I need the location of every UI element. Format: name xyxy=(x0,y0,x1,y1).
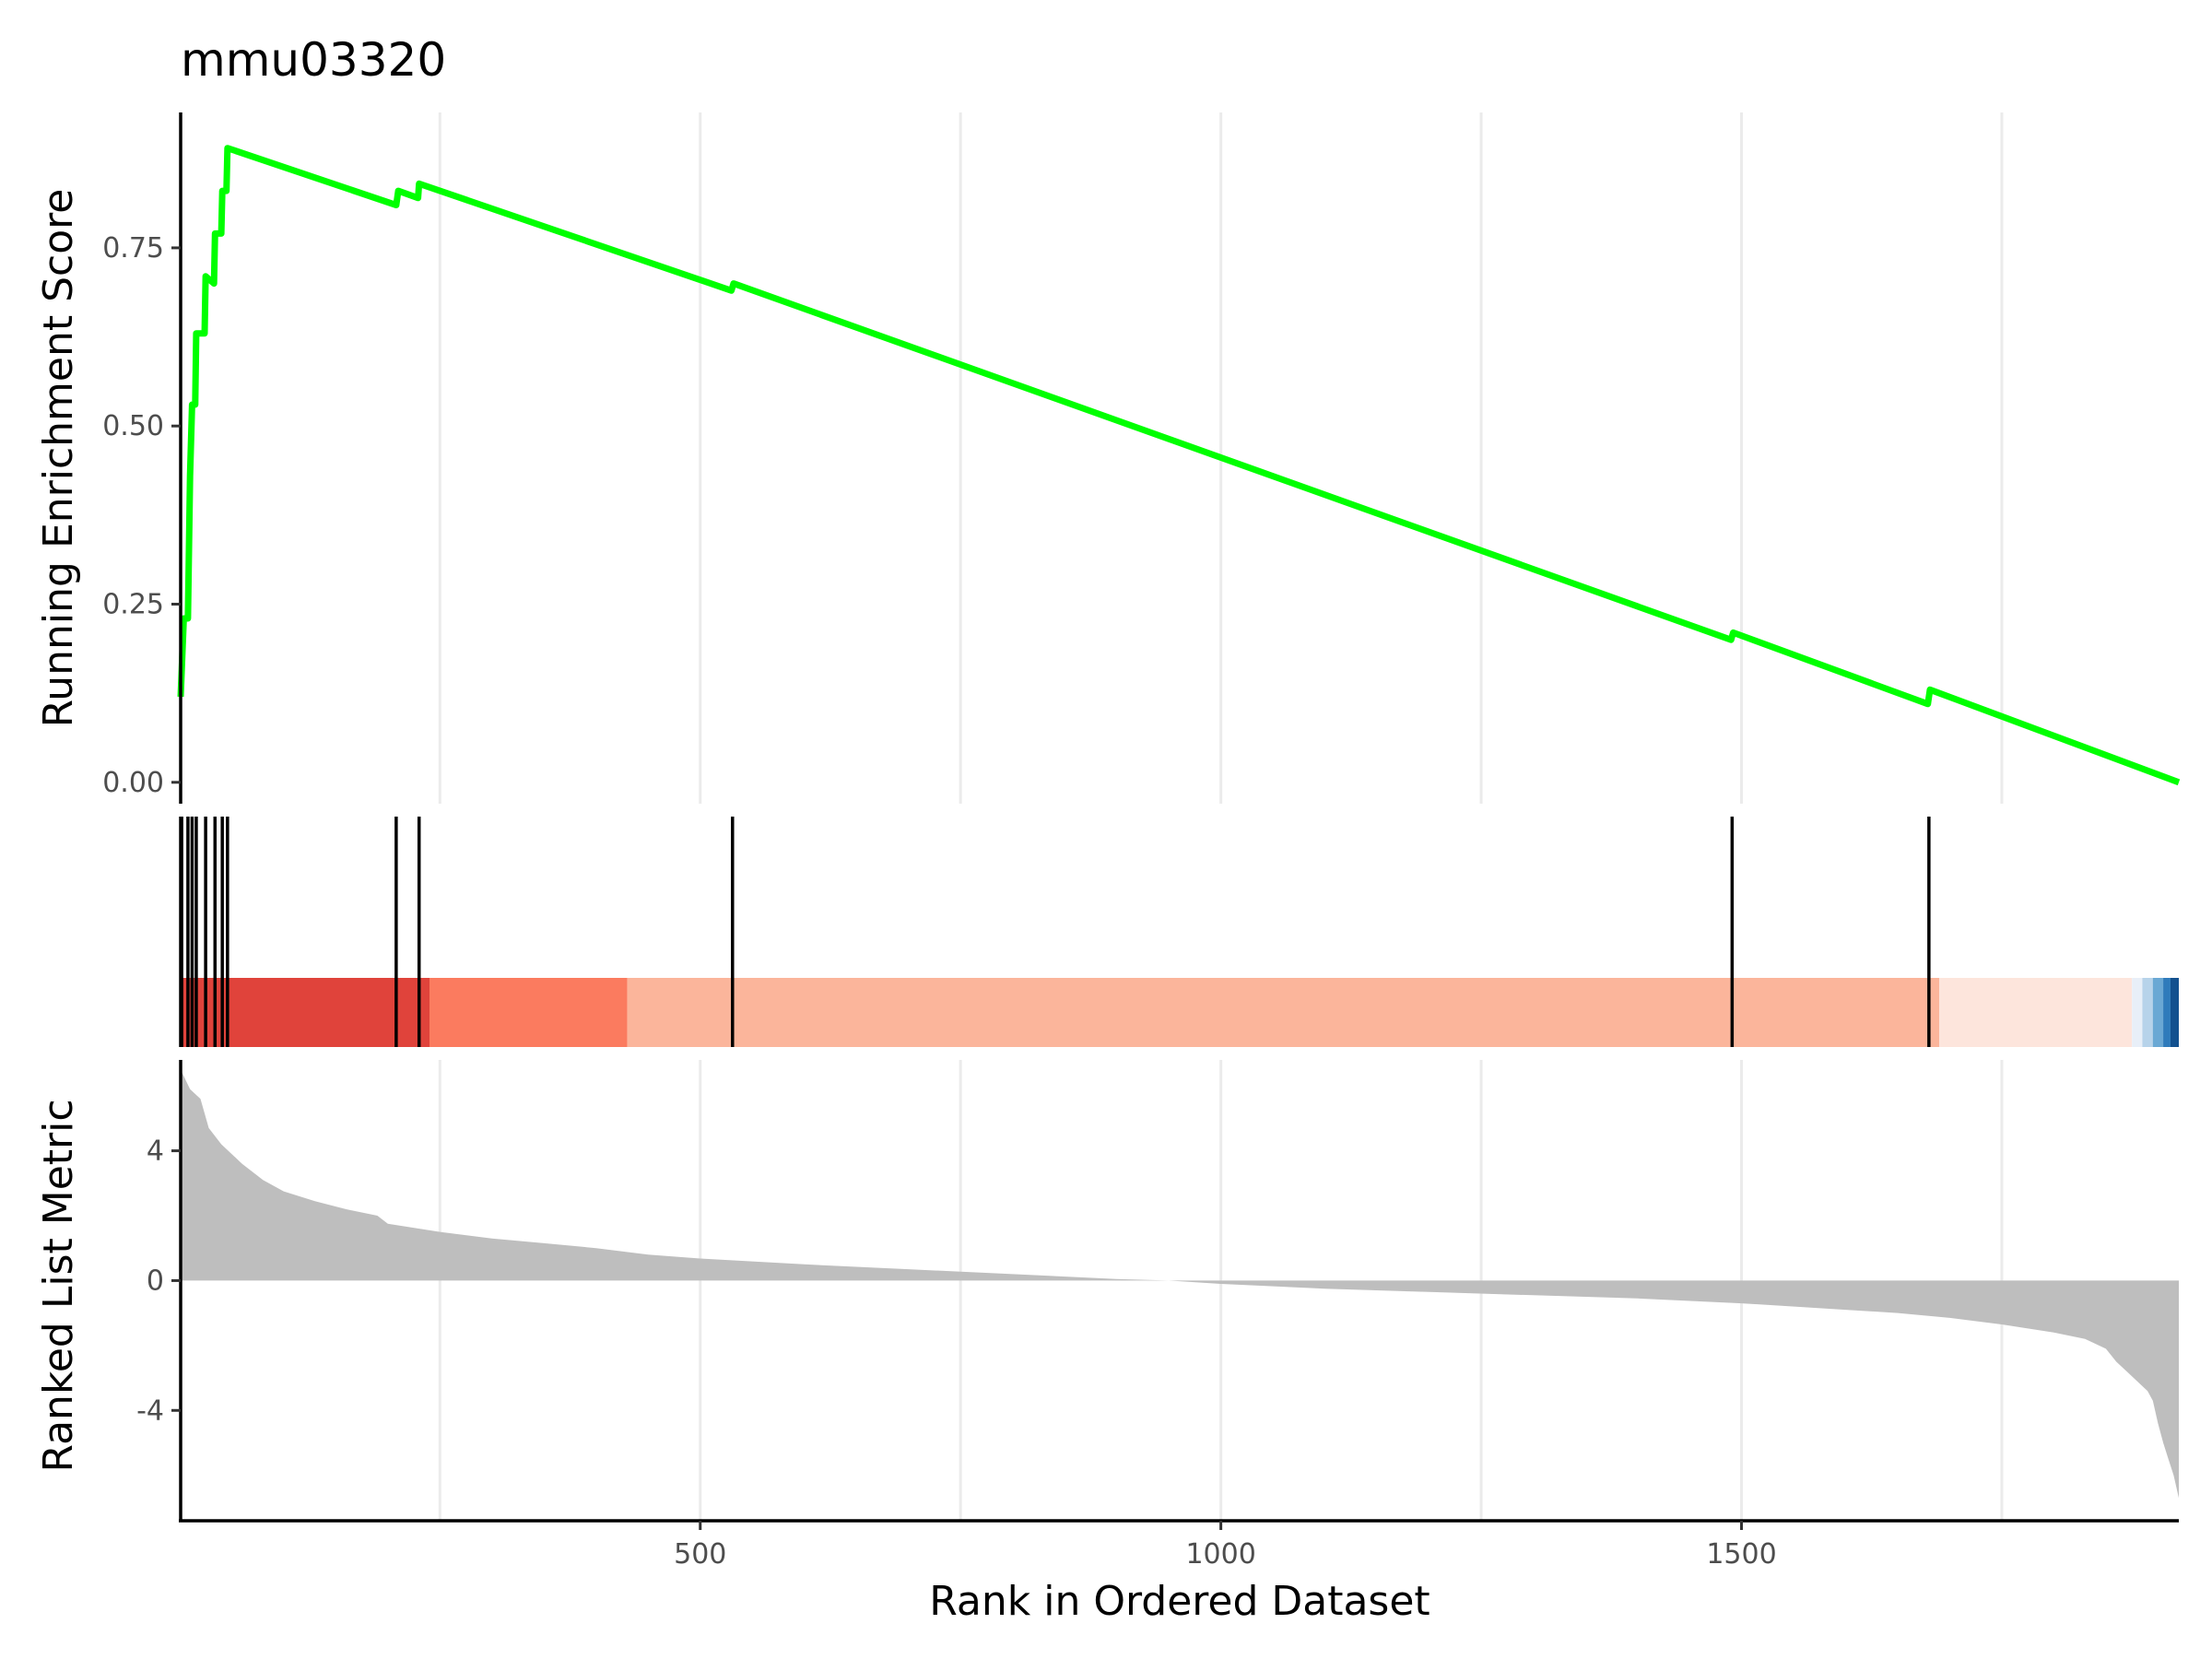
chart-title: mmu03320 xyxy=(181,33,446,87)
enrichment-score-panel: 0.00 0.25 0.50 0.75 Running Enrichment Scor… xyxy=(35,112,2181,804)
heatmap-band xyxy=(2152,978,2164,1047)
heatmap-band xyxy=(429,978,628,1047)
enrichment-score-line xyxy=(177,145,2181,786)
heatmap-band xyxy=(2142,978,2153,1047)
enrichment-y-tick-label: 0.00 xyxy=(102,767,164,799)
heatmap-band xyxy=(627,978,1940,1047)
x-tick-label: 1000 xyxy=(1185,1538,1255,1571)
x-tick-label: 500 xyxy=(674,1538,726,1571)
gene-hit-panel xyxy=(179,817,2179,1047)
metric-y-tick-label: -4 xyxy=(136,1394,164,1427)
x-axis-ticks: 500 1000 1500 xyxy=(674,1521,1777,1571)
rank-heatmap-bar xyxy=(181,978,2179,1047)
heatmap-band xyxy=(2163,978,2171,1047)
enrichment-y-ticks: 0.00 0.25 0.50 0.75 xyxy=(102,232,181,799)
enrichment-y-axis-title: Running Enrichment Score xyxy=(35,189,82,728)
x-tick-label: 1500 xyxy=(1706,1538,1776,1571)
ranked-metric-area xyxy=(181,1069,2179,1499)
heatmap-band xyxy=(2132,978,2143,1047)
metric-y-tick-label: 4 xyxy=(147,1135,164,1168)
enrichment-y-tick-label: 0.75 xyxy=(102,232,164,265)
enrichment-y-tick-label: 0.50 xyxy=(102,410,164,442)
metric-y-tick-label: 0 xyxy=(147,1265,164,1297)
x-axis-title: Rank in Ordered Dataset xyxy=(929,1578,1430,1625)
enrichment-y-tick-label: 0.25 xyxy=(102,589,164,621)
metric-y-axis-title: Ranked List Metric xyxy=(35,1099,82,1472)
heatmap-band xyxy=(1939,978,2133,1047)
heatmap-band xyxy=(181,978,430,1047)
heatmap-band xyxy=(2170,978,2179,1047)
enrichment-gridlines xyxy=(438,112,2004,804)
metric-y-ticks: -4 0 4 xyxy=(136,1135,181,1427)
ranked-metric-panel: -4 0 4 500 1000 1500 Ranked List Metric Rank… xyxy=(35,1060,2179,1625)
